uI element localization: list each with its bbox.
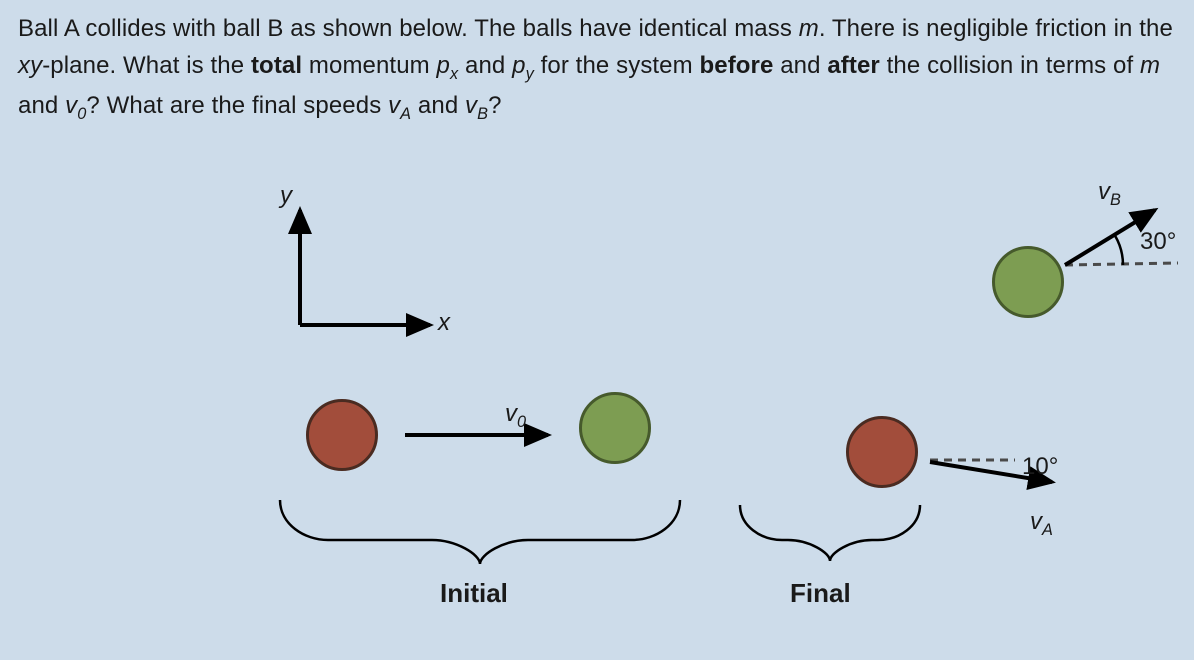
q-part: the collision in terms of <box>887 52 1140 79</box>
q-part: ? <box>488 92 501 119</box>
q-part: . There is negligible <box>819 15 1036 42</box>
var-m2: m <box>1140 52 1160 79</box>
q-part: and <box>458 52 512 79</box>
vA-label: vA <box>1030 508 1053 540</box>
q-part: Ball A collides with ball B as shown bel… <box>18 15 799 42</box>
var-v0: v0 <box>65 92 86 119</box>
q-part: and <box>411 92 465 119</box>
axis-x-label: x <box>438 309 450 337</box>
v0-label: v0 <box>505 400 526 432</box>
brace-final <box>740 505 920 561</box>
coordinate-axes <box>300 210 430 325</box>
angle-10-label: 10° <box>1022 453 1058 481</box>
word-after: after <box>827 52 880 79</box>
q-part: friction in the <box>1035 15 1173 42</box>
physics-problem: Ball A collides with ball B as shown bel… <box>0 0 1194 660</box>
var-m: m <box>799 15 819 42</box>
final-label: Final <box>790 578 851 609</box>
var-px: px <box>437 52 459 79</box>
var-vB: vB <box>465 92 488 119</box>
angle-30-label: 30° <box>1140 228 1176 256</box>
q-part: momentum <box>302 52 436 79</box>
q-part: ? What are the final speeds <box>86 92 388 119</box>
q-part: -plane. What is the <box>42 52 251 79</box>
ball-a-final <box>846 416 918 488</box>
question-text: Ball A collides with ball B as shown bel… <box>18 10 1178 127</box>
q-part: for the system <box>534 52 700 79</box>
diagram: y x v0 vB vA 30° 10° Initial Final <box>0 160 1194 660</box>
brace-initial <box>280 500 680 564</box>
initial-label: Initial <box>440 578 508 609</box>
ball-a-initial <box>306 399 378 471</box>
q-part: and <box>773 52 827 79</box>
word-before: before <box>700 52 774 79</box>
var-xy: xy <box>18 52 42 79</box>
ball-b-initial <box>579 392 651 464</box>
vB-label: vB <box>1098 178 1121 210</box>
q-part: and <box>18 92 65 119</box>
var-vA: vA <box>388 92 411 119</box>
var-py: py <box>512 52 534 79</box>
ball-b-final <box>992 246 1064 318</box>
axis-y-label: y <box>280 182 292 210</box>
word-total: total <box>251 52 302 79</box>
